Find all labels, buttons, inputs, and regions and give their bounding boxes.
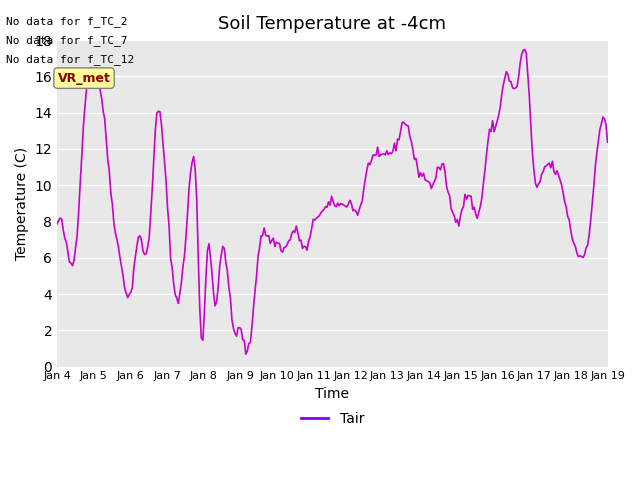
Text: No data for f_TC_12: No data for f_TC_12 [6,54,134,65]
Legend: Tair: Tair [295,407,370,432]
Title: Soil Temperature at -4cm: Soil Temperature at -4cm [218,15,446,33]
X-axis label: Time: Time [316,387,349,401]
Text: VR_met: VR_met [58,72,111,84]
Text: No data for f_TC_7: No data for f_TC_7 [6,35,128,46]
Text: No data for f_TC_2: No data for f_TC_2 [6,16,128,27]
Y-axis label: Temperature (C): Temperature (C) [15,147,29,260]
